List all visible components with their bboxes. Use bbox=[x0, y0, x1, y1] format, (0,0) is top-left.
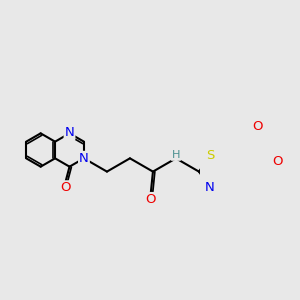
Text: N: N bbox=[79, 152, 89, 165]
Text: O: O bbox=[253, 120, 263, 133]
Text: O: O bbox=[146, 193, 156, 206]
Text: N: N bbox=[205, 181, 215, 194]
Text: S: S bbox=[206, 149, 214, 162]
Text: N: N bbox=[64, 126, 74, 139]
Text: O: O bbox=[273, 155, 283, 168]
Text: H: H bbox=[172, 150, 180, 160]
Text: O: O bbox=[60, 181, 70, 194]
